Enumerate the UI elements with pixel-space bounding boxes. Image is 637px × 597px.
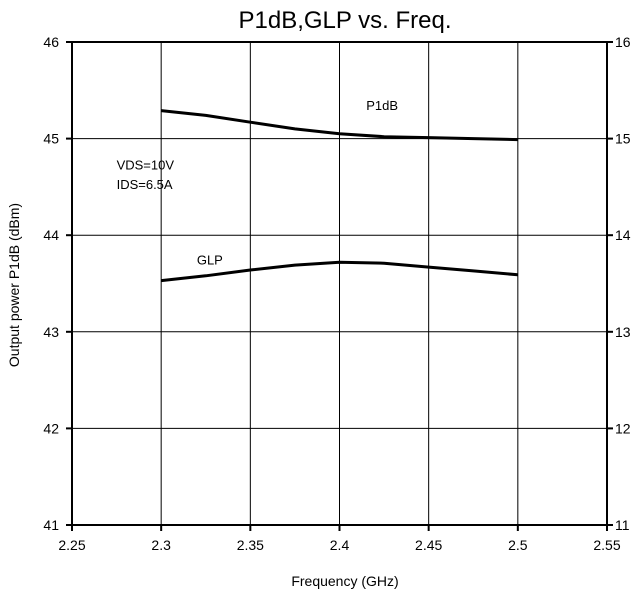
y-tick-label: 45 [43,131,59,147]
chart-title: P1dB,GLP vs. Freq. [239,7,452,34]
axis-ticks: 2.25 2.3 2.35 2.4 2.45 2.5 2.55 41 42 43 44 45 46 11 1… [43,34,630,553]
y-tick-label: 43 [43,324,59,340]
series-group: P1dB GLP [161,98,518,283]
y2-tick-label: 13 [615,324,631,340]
grid [72,42,607,525]
y-tick-label: 46 [43,34,59,50]
x-tick-label: 2.25 [58,537,85,553]
series-label-p1db: P1dB [366,98,398,113]
series-line-glp [161,260,518,283]
annotation-text: VDS=10V [117,158,175,173]
y2-tick-label: 12 [615,420,631,436]
y-tick-label: 42 [43,420,59,436]
y-axis-label: Output power P1dB (dBm) [6,203,22,367]
series-label-glp: GLP [197,252,223,267]
y-tick-label: 41 [43,517,59,533]
annotation-text: IDS=6.5A [117,177,173,192]
y2-tick-label: 15 [615,131,631,147]
x-tick-label: 2.3 [151,537,171,553]
y2-tick-label: 11 [615,517,630,533]
x-tick-label: 2.45 [415,537,442,553]
annotations: VDS=10V IDS=6.5A [117,158,175,192]
y-tick-label: 44 [43,227,59,243]
x-tick-label: 2.35 [237,537,264,553]
x-tick-label: 2.5 [508,537,528,553]
y2-tick-label: 14 [615,227,631,243]
y2-tick-label: 16 [615,34,631,50]
x-tick-label: 2.4 [330,537,350,553]
x-axis-label: Frequency (GHz) [291,573,398,589]
x-tick-label: 2.55 [593,537,620,553]
series-line-p1db [161,109,518,142]
